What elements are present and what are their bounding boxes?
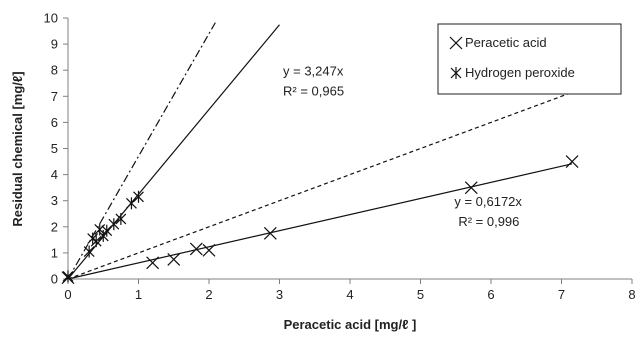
y-tick-label-7: 7: [51, 89, 58, 104]
y-axis-title: Residual chemical [mg/ℓ]: [10, 71, 25, 226]
y-tick-label-6: 6: [51, 115, 58, 130]
x-tick-label-6: 6: [487, 287, 494, 302]
y-tick-label-2: 2: [51, 219, 58, 234]
marker-hydrogen-peroxide-1: [83, 245, 95, 258]
marker-hydrogen-peroxide-0: [62, 270, 74, 283]
legend-marker-hydrogen-peroxide: [450, 67, 462, 79]
y-tick-label-5: 5: [51, 141, 58, 156]
y-tick-label-4: 4: [51, 167, 58, 182]
annotation-06172-r2: R² = 0,996: [458, 214, 519, 229]
legend-box: [437, 23, 622, 95]
x-tick-label-5: 5: [417, 287, 424, 302]
x-tick-label-4: 4: [346, 287, 353, 302]
legend-asterisk-marker: [450, 67, 462, 79]
marker-peracetic-acid-3: [189, 242, 203, 256]
legend-label-peracetic-acid: Peracetic acid: [465, 35, 547, 50]
line-dashed-3: [67, 91, 573, 280]
legend-marker-peracetic-acid: [449, 36, 463, 50]
x-tick-label-1: 1: [135, 287, 142, 302]
y-tick-label-3: 3: [51, 193, 58, 208]
x-tick-label-3: 3: [276, 287, 283, 302]
marker-hydrogen-peroxide-9: [126, 197, 137, 210]
regression-annotations: y = 3,247x R² = 0,965 y = 0,6172x R² = 0…: [283, 63, 522, 229]
y-tick-label-0: 0: [51, 272, 58, 287]
legend-x-marker: [449, 36, 463, 50]
legend-label-hydrogen-peroxide: Hydrogen peroxide: [465, 65, 575, 80]
y-tick-label-10: 10: [44, 11, 58, 26]
line-solid-0: [67, 24, 280, 280]
x-tick-label-8: 8: [628, 287, 635, 302]
marker-hydrogen-peroxide-7: [108, 218, 120, 231]
marker-hydrogen-peroxide-8: [115, 212, 127, 225]
marker-peracetic-acid-6: [464, 181, 478, 195]
annotation-3247-r2: R² = 0,965: [283, 83, 344, 98]
marker-peracetic-acid-7: [565, 155, 579, 168]
x-tick-label-2: 2: [205, 287, 212, 302]
legend: Peracetic acid Hydrogen peroxide: [437, 23, 622, 95]
tick-labels: 0 1 2 3 4 5 6 7 8 0 1 2 3 4 5 6 7 8 9 10: [44, 11, 636, 303]
annotation-3247-equation: y = 3,247x: [283, 63, 344, 78]
marker-hydrogen-peroxide-10: [133, 190, 144, 203]
tick-marks: [63, 17, 633, 284]
y-tick-label-9: 9: [51, 37, 58, 52]
y-tick-label-1: 1: [51, 245, 58, 260]
x-axis-title: Peracetic acid [mg/ℓ ]: [284, 317, 417, 332]
marker-peracetic-acid-1: [146, 256, 160, 270]
marker-peracetic-acid-5: [263, 226, 277, 240]
x-tick-label-0: 0: [64, 287, 71, 302]
data-markers: [61, 155, 579, 285]
marker-peracetic-acid-4: [202, 243, 216, 257]
annotation-06172-equation: y = 0,6172x: [454, 194, 522, 209]
marker-hydrogen-peroxide-3: [90, 235, 102, 248]
y-tick-label-8: 8: [51, 63, 58, 78]
marker-peracetic-acid-2: [167, 253, 181, 266]
line-solid-1: [67, 163, 573, 280]
x-tick-label-7: 7: [558, 287, 565, 302]
